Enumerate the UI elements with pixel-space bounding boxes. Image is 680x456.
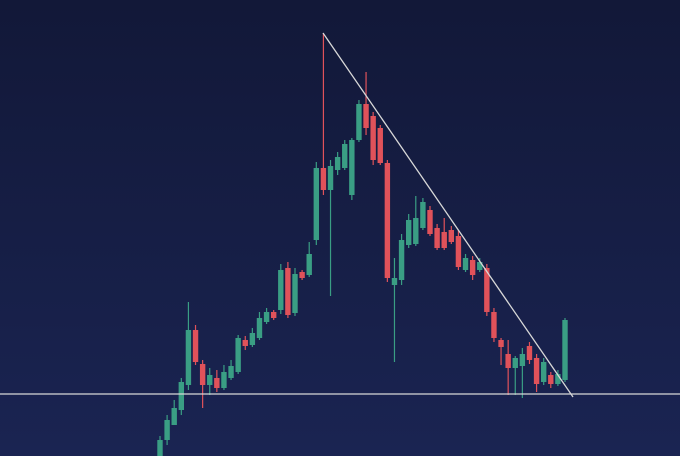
body — [327, 166, 334, 190]
body — [405, 220, 412, 245]
body — [263, 312, 270, 322]
body — [484, 268, 490, 312]
body — [192, 330, 199, 362]
body — [157, 440, 163, 456]
body — [533, 358, 540, 384]
body — [526, 346, 533, 360]
body — [363, 104, 369, 128]
body — [342, 144, 348, 168]
body — [320, 168, 327, 190]
body — [171, 408, 177, 425]
body — [278, 270, 284, 310]
body — [235, 338, 241, 372]
body — [462, 258, 469, 270]
body — [164, 420, 170, 440]
body — [249, 333, 256, 345]
body — [207, 375, 213, 385]
body — [306, 254, 312, 275]
body — [185, 330, 192, 385]
body — [498, 340, 504, 347]
body — [221, 372, 227, 388]
body — [448, 230, 455, 242]
body — [540, 362, 547, 382]
body — [299, 272, 305, 278]
body — [377, 128, 383, 163]
body — [562, 320, 568, 380]
body — [178, 382, 185, 410]
body — [477, 262, 483, 270]
body — [349, 140, 355, 195]
body — [214, 378, 220, 388]
body — [270, 312, 277, 318]
body — [313, 168, 320, 240]
body — [441, 232, 447, 248]
body — [370, 116, 376, 160]
body — [434, 228, 440, 248]
body — [491, 312, 497, 338]
body — [398, 240, 405, 280]
body — [242, 340, 248, 346]
body — [292, 274, 298, 313]
body — [199, 364, 206, 385]
body — [555, 374, 561, 384]
body — [384, 163, 391, 278]
body — [413, 218, 419, 244]
body — [505, 354, 511, 368]
body — [228, 366, 234, 378]
body — [548, 375, 554, 384]
body — [512, 358, 518, 368]
body — [391, 278, 398, 285]
body — [356, 104, 362, 140]
body — [420, 202, 426, 228]
body — [256, 318, 263, 338]
body — [519, 354, 526, 366]
body — [427, 210, 433, 234]
candles — [157, 33, 568, 456]
trend-line — [322, 32, 574, 398]
body — [334, 157, 341, 170]
body — [285, 268, 291, 315]
body — [469, 260, 476, 275]
body — [455, 236, 462, 267]
